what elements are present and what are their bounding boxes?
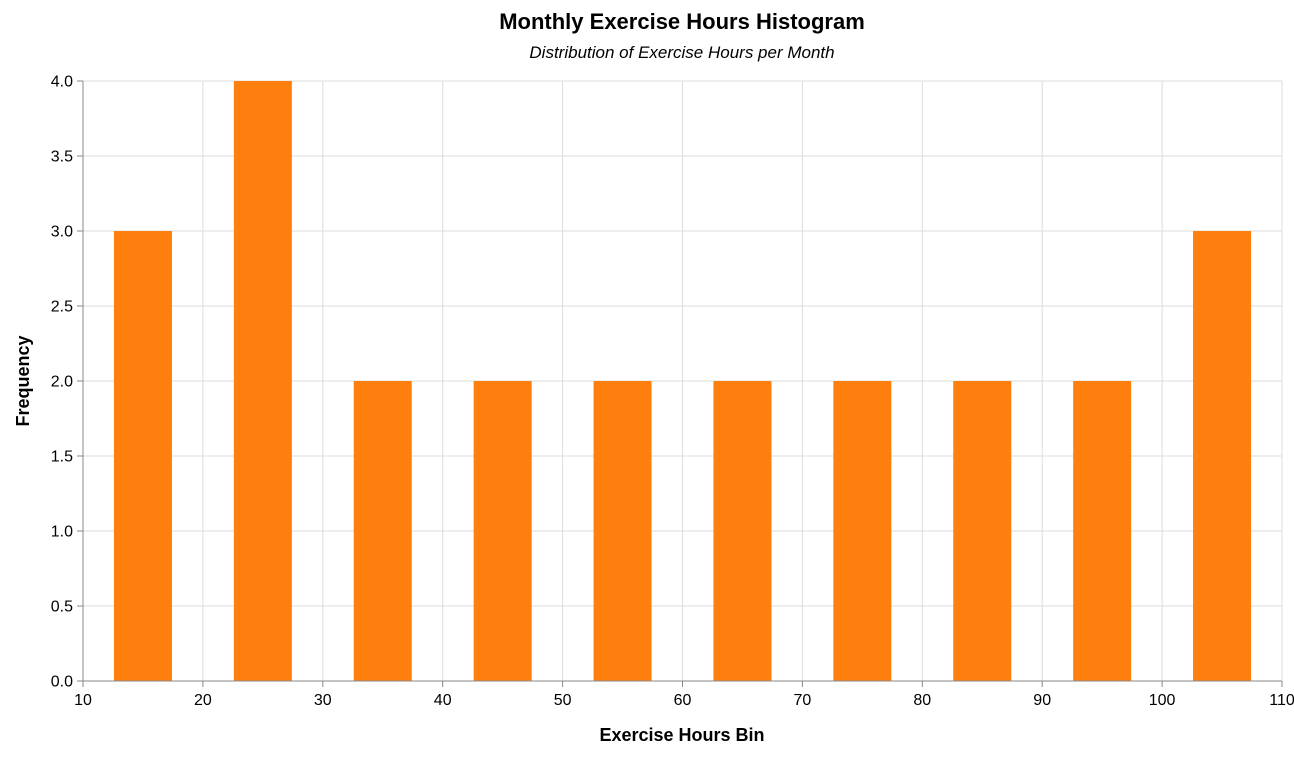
x-tick-label: 60 (674, 692, 692, 709)
x-tick-label: 40 (434, 692, 452, 709)
histogram-bar (1193, 231, 1252, 681)
histogram-bar (833, 381, 892, 681)
axes: 0.0 0.5 1.0 1.5 2.0 2.5 3.0 3.5 4.0 10 20 30 40 50 60 7… (51, 74, 1294, 710)
y-tick-label: 1.5 (51, 449, 73, 466)
y-tick-label: 0.5 (51, 599, 73, 616)
chart-title: Monthly Exercise Hours Histogram (499, 9, 865, 34)
y-tick-label: 2.5 (51, 299, 73, 316)
chart-subtitle: Distribution of Exercise Hours per Month (529, 43, 834, 62)
x-tick-label: 80 (913, 692, 931, 709)
x-tick-label: 110 (1269, 692, 1294, 709)
x-tick-label: 90 (1033, 692, 1051, 709)
histogram-bar (953, 381, 1012, 681)
y-tick-label: 3.5 (51, 149, 73, 166)
histogram-bar (233, 81, 292, 681)
histogram-bar (353, 381, 412, 681)
x-tick-label: 20 (194, 692, 212, 709)
x-tick-label: 10 (74, 692, 92, 709)
x-tick-label: 100 (1149, 692, 1176, 709)
y-tick-label: 1.0 (51, 524, 73, 541)
bars (113, 81, 1252, 681)
x-tick-label: 70 (794, 692, 812, 709)
histogram-bar (113, 231, 172, 681)
y-tick-label: 4.0 (51, 74, 73, 91)
x-tick-label: 50 (554, 692, 572, 709)
x-tick-label: 30 (314, 692, 332, 709)
y-tick-label: 2.0 (51, 374, 73, 391)
histogram-bar (1073, 381, 1132, 681)
y-tick-label: 3.0 (51, 224, 73, 241)
histogram-bar (713, 381, 772, 681)
x-axis-title: Exercise Hours Bin (599, 725, 764, 745)
y-tick-label: 0.0 (51, 674, 73, 691)
histogram-bar (593, 381, 652, 681)
y-axis-title: Frequency (13, 335, 33, 426)
histogram-bar (473, 381, 532, 681)
